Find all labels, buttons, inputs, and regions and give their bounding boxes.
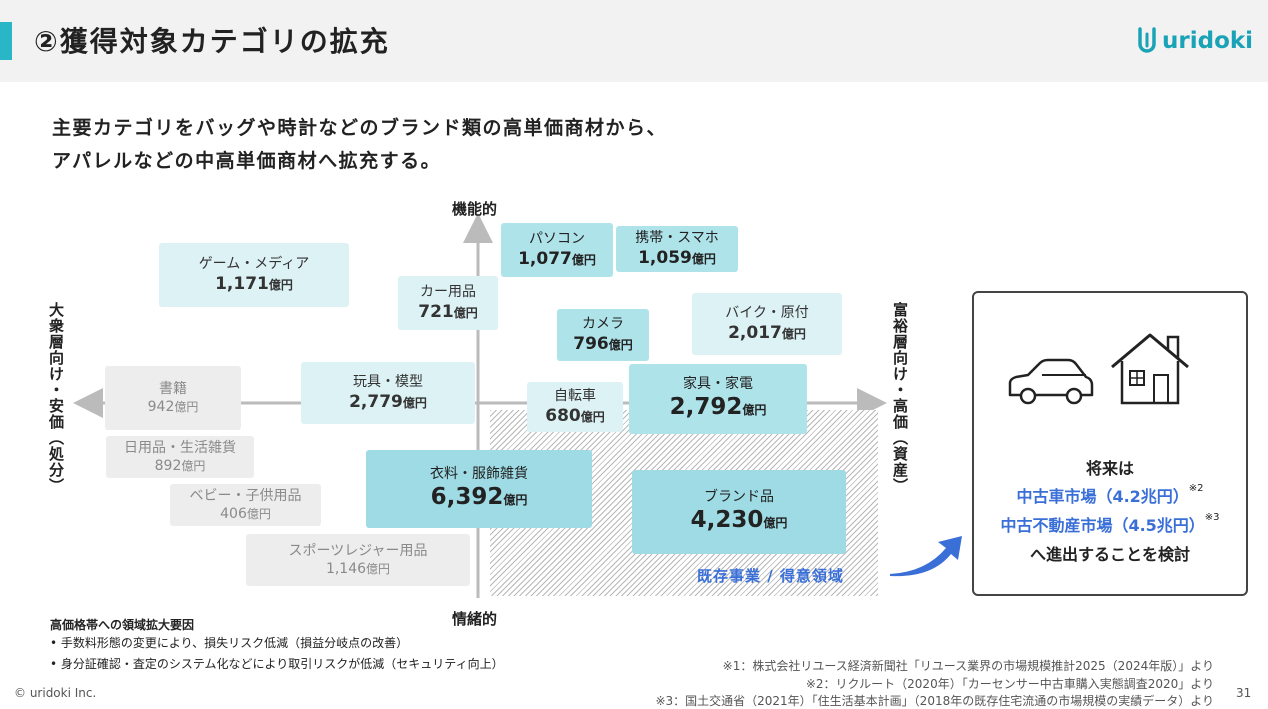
uridoki-logo-icon <box>1138 27 1156 53</box>
category-value: 1,171 <box>215 274 269 295</box>
category-name: 書籍 <box>159 380 187 397</box>
lead-line-2: アパレルなどの中高単価商材へ拡充する。 <box>52 150 442 172</box>
notes-item-1: • 手数料形態の変更により、損失リスク低減（損益分岐点の改善） <box>50 636 409 650</box>
category-value: 4,230 <box>690 507 764 534</box>
category-daily-goods: 日用品・生活雑貨 892億円 <box>106 436 254 478</box>
future-expansion-box: 将来は 中古車市場（4.2兆円）※2 中古不動産市場（4.5兆円）※3 へ進出す… <box>972 291 1248 596</box>
category-name: 自転車 <box>554 387 596 404</box>
category-value: 2,017 <box>728 323 782 344</box>
category-bicycle: 自転車 680億円 <box>527 382 623 432</box>
house-icon <box>1111 333 1189 405</box>
category-sports: スポーツレジャー用品 1,146億円 <box>246 534 470 586</box>
future-line-1: 将来は <box>1085 459 1134 478</box>
axis-label-bottom: 情緒的 <box>452 610 498 628</box>
lead-line-1: 主要カテゴリをバッグや時計などのブランド類の高単価商材から、 <box>52 117 668 139</box>
category-name: 日用品・生活雑貨 <box>124 439 236 456</box>
category-value: 680 <box>545 406 581 427</box>
expansion-arrow-icon <box>890 536 962 577</box>
category-name: 衣料・服飾雑貨 <box>430 465 528 482</box>
category-value: 1,146 <box>325 561 367 577</box>
category-furniture: 家具・家電 2,792億円 <box>629 364 807 434</box>
notes-item-2: • 身分証確認・査定のシステム化などにより取引リスクが低減（セキュリティ向上） <box>50 657 504 671</box>
category-value: 6,392 <box>430 484 504 511</box>
source-1: ※1：株式会社リユース経済新聞社「リユース業界の市場規模推計2025（2024年… <box>722 659 1214 673</box>
category-name: 玩具・模型 <box>353 373 423 390</box>
category-car-goods: カー用品 721億円 <box>398 276 498 330</box>
category-value: 2,779 <box>349 392 403 413</box>
notes-heading: 高価格帯への領域拡大要因 <box>50 618 195 632</box>
logo-text: uridoki <box>1162 28 1254 54</box>
category-camera: カメラ 796億円 <box>557 309 649 361</box>
header-bar <box>0 0 1268 82</box>
title-accent-bar <box>0 22 12 60</box>
existing-business-label: 既存事業 / 得意領域 <box>697 567 844 585</box>
future-line-4: へ進出することを検討 <box>1029 545 1190 564</box>
category-pc: パソコン 1,077億円 <box>501 223 613 277</box>
category-name: バイク・原付 <box>725 304 809 321</box>
copyright: © uridoki Inc. <box>14 686 97 700</box>
category-apparel: 衣料・服飾雑貨 6,392億円 <box>366 450 592 528</box>
category-name: カー用品 <box>420 283 476 300</box>
category-value: 796 <box>573 334 609 355</box>
category-value: 892 <box>154 458 182 474</box>
category-name: パソコン <box>529 230 585 247</box>
category-brand: ブランド品 4,230億円 <box>632 470 846 554</box>
category-name: スポーツレジャー用品 <box>288 542 428 559</box>
source-2: ※2：リクルート（2020年）「カーセンサー中古車購入実態調査2020」より <box>805 677 1214 691</box>
page-number: 31 <box>1236 686 1252 700</box>
category-name: 携帯・スマホ <box>635 229 719 246</box>
logo: uridoki <box>1136 24 1253 58</box>
category-value: 2,792 <box>669 394 743 421</box>
category-name: ゲーム・メディア <box>198 255 310 272</box>
category-name: ベビー・子供用品 <box>189 487 302 504</box>
category-value: 1,077 <box>518 249 572 270</box>
category-toys: 玩具・模型 2,779億円 <box>301 362 475 424</box>
category-mobile: 携帯・スマホ 1,059億円 <box>616 226 738 272</box>
category-name: カメラ <box>582 315 624 332</box>
category-name: ブランド品 <box>704 488 774 505</box>
category-name: 家具・家電 <box>683 375 753 392</box>
category-baby: ベビー・子供用品 406億円 <box>170 484 321 526</box>
page-title: ②獲得対象カテゴリの拡充 <box>34 25 390 58</box>
source-3: ※3：国土交通省（2021年）「住生活基本計画」（2018年の既存住宅流通の市場… <box>655 694 1214 708</box>
category-value: 406 <box>220 506 247 522</box>
category-value: 942 <box>147 399 175 415</box>
category-value: 721 <box>418 302 454 323</box>
category-value: 1,059 <box>638 248 692 269</box>
category-game-media: ゲーム・メディア 1,171億円 <box>159 243 349 307</box>
axis-label-top: 機能的 <box>452 200 498 218</box>
axis-label-left: 大衆層向け・安価（処分） <box>47 302 65 494</box>
category-books: 書籍 942億円 <box>105 366 241 430</box>
category-bike: バイク・原付 2,017億円 <box>692 293 842 355</box>
axis-label-right: 富裕層向け・高価（資産） <box>891 302 909 494</box>
future-realestate-market: 中古不動産市場（4.5兆円）※3 <box>1000 512 1220 535</box>
future-car-market: 中古車市場（4.2兆円）※2 <box>1016 483 1204 506</box>
car-icon <box>1008 358 1094 405</box>
